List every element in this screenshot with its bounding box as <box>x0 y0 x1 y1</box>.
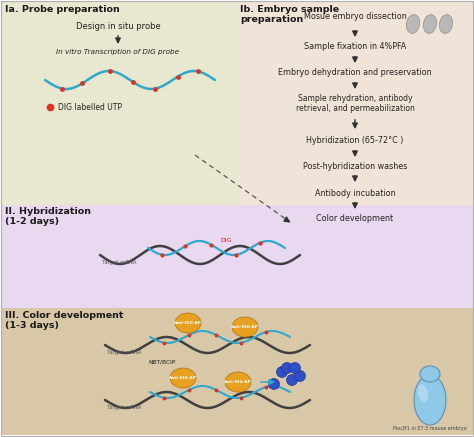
Ellipse shape <box>225 372 251 392</box>
Text: Antibody incubation: Antibody incubation <box>315 189 395 198</box>
Text: Target mRNA: Target mRNA <box>107 405 142 410</box>
Text: Ia. Probe preparation: Ia. Probe preparation <box>5 5 120 14</box>
Text: In vitro Transcription of DIG probe: In vitro Transcription of DIG probe <box>56 49 180 55</box>
Text: Target mRNA: Target mRNA <box>107 350 142 355</box>
Circle shape <box>282 363 292 374</box>
Text: Color development: Color development <box>317 214 393 223</box>
Text: Sample rehydration, antibody
retrieval, and permeabilization: Sample rehydration, antibody retrieval, … <box>296 94 414 113</box>
Text: Target mRNA: Target mRNA <box>102 260 137 265</box>
Text: II. Hybridization
(1-2 days): II. Hybridization (1-2 days) <box>5 207 91 226</box>
Bar <box>237 2 474 205</box>
Text: Design in situ probe: Design in situ probe <box>76 22 160 31</box>
Text: Embryo dehydration and preservation: Embryo dehydration and preservation <box>278 68 432 77</box>
Circle shape <box>276 367 288 378</box>
Text: Mosue embryo dissection: Mosue embryo dissection <box>304 12 406 21</box>
Circle shape <box>294 371 306 382</box>
Ellipse shape <box>423 14 437 33</box>
Ellipse shape <box>170 368 196 388</box>
Text: Anti-DIG-AP: Anti-DIG-AP <box>174 321 202 325</box>
Text: Anti-DIG-AP: Anti-DIG-AP <box>224 380 252 384</box>
Bar <box>2 308 474 435</box>
Ellipse shape <box>420 366 440 382</box>
Ellipse shape <box>418 384 428 402</box>
Text: DIG: DIG <box>220 238 232 243</box>
Circle shape <box>286 375 298 385</box>
Text: III. Color development
(1-3 days): III. Color development (1-3 days) <box>5 311 124 330</box>
Ellipse shape <box>439 14 453 33</box>
Bar <box>2 205 474 308</box>
Text: Anti-DIG-AP: Anti-DIG-AP <box>169 376 197 380</box>
Bar <box>2 2 237 205</box>
Text: Post-hybridization washes: Post-hybridization washes <box>303 162 407 171</box>
Ellipse shape <box>232 317 258 337</box>
Text: Anti-DIG-AP: Anti-DIG-AP <box>231 325 259 329</box>
Circle shape <box>268 378 280 389</box>
Text: Ib. Embryo sample
preparation: Ib. Embryo sample preparation <box>240 5 339 24</box>
Text: Pou3f1 in E7.5 mouse embryo: Pou3f1 in E7.5 mouse embryo <box>393 426 467 431</box>
Ellipse shape <box>175 313 201 333</box>
Text: Hybridization (65-72°C ): Hybridization (65-72°C ) <box>306 136 404 145</box>
Text: DIG labelled UTP: DIG labelled UTP <box>58 103 122 111</box>
Circle shape <box>290 363 301 374</box>
Ellipse shape <box>406 14 419 33</box>
Ellipse shape <box>414 375 446 425</box>
Text: Sample fixation in 4%PFA: Sample fixation in 4%PFA <box>304 42 406 51</box>
Text: NBT/BCIP: NBT/BCIP <box>148 360 175 365</box>
